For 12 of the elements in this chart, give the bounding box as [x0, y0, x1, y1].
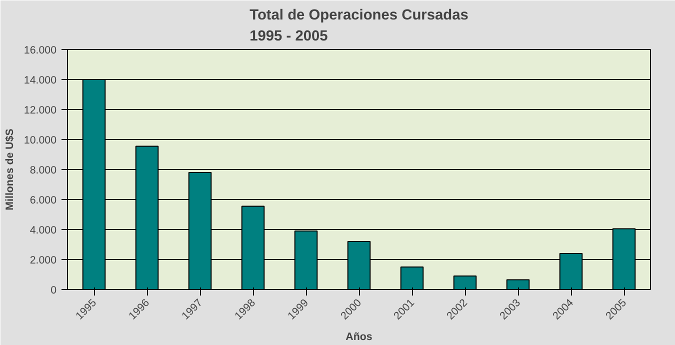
chart-title: Total de Operaciones Cursadas 1995 - 2005 — [250, 8, 468, 44]
y-tick-label: 14.000 — [24, 74, 57, 86]
y-tick-label: 4.000 — [30, 224, 57, 236]
y-tick-label: 0 — [50, 284, 57, 296]
y-tick-label: 6.000 — [30, 194, 57, 206]
y-tick-label: 2.000 — [30, 254, 57, 266]
y-tick-label: 16.000 — [24, 44, 57, 56]
y-tick-label: 12.000 — [24, 104, 57, 116]
x-axis-title: Años — [346, 330, 372, 343]
y-axis-title: Millones de U$S — [4, 128, 16, 210]
y-tick-label: 10.000 — [24, 134, 57, 146]
y-tick-label: 8.000 — [30, 164, 57, 176]
